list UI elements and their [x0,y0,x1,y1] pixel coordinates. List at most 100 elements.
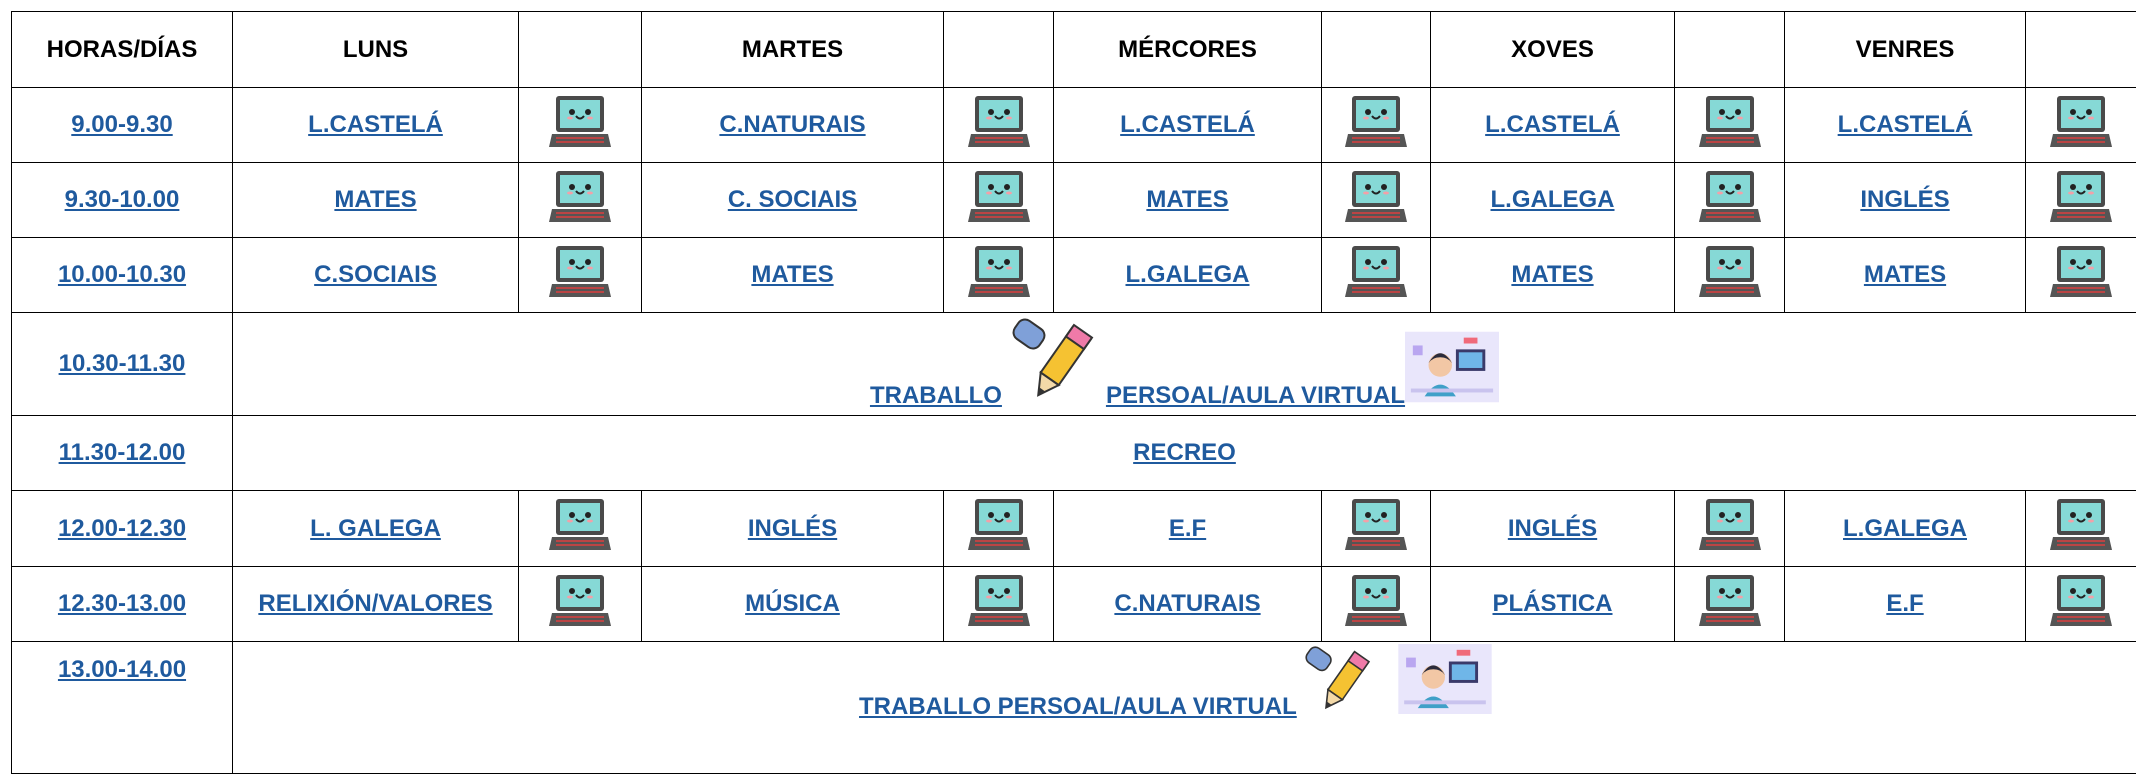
subject-link[interactable]: L.CASTELÁ [308,111,443,138]
subject-cell: L.GALEGA [1785,491,2026,567]
time-link[interactable]: 13.00-14.00 [58,656,186,683]
subject-link[interactable]: C.NATURAIS [1114,590,1260,617]
subject-link[interactable]: C.SOCIAIS [314,261,437,288]
icon-cell [1322,567,1431,642]
subject-cell: L.CASTELÁ [233,88,519,163]
icon-cell [519,491,642,567]
activity-box: TRABALLO PERSOAL/AULA VIRTUAL [233,313,2136,415]
schedule-row: 13.00-14.00 TRABALLO PERSOAL/AULA VIRTUAL [12,642,2136,774]
icon-cell [2026,491,2136,567]
laptop-icon [2049,94,2113,150]
subject-cell: E.F [1785,567,2026,642]
icon-cell [2026,567,2136,642]
subject-link[interactable]: MATES [334,186,416,213]
teacher-image [1380,644,1510,714]
subject-cell: RELIXIÓN/VALORES [233,567,519,642]
activity-cell: TRABALLO PERSOAL/AULA VIRTUAL [233,313,2136,416]
subject-link[interactable]: MÚSICA [745,590,840,617]
subject-cell: INGLÉS [642,491,944,567]
laptop-icon [548,573,612,629]
icon-cell [519,163,642,238]
laptop-icon [548,169,612,225]
subject-cell: C.NATURAIS [642,88,944,163]
subject-link[interactable]: L. GALEGA [310,515,441,542]
time-link[interactable]: 12.30-13.00 [58,590,186,617]
laptop-icon [1698,94,1762,150]
laptop-icon [1698,497,1762,553]
subject-link[interactable]: E.F [1169,515,1206,542]
subject-link[interactable]: INGLÉS [748,515,837,542]
schedule-row: 12.00-12.30 L. GALEGA INGLÉS E.F INGLÉS L.GAL… [12,491,2136,567]
subject-link[interactable]: PLÁSTICA [1493,590,1613,617]
break-link[interactable]: RECREO [1133,439,1236,466]
time-link[interactable]: 10.30-11.30 [59,350,186,377]
subject-link[interactable]: L.GALEGA [1126,261,1250,288]
subject-cell: MATES [1054,163,1322,238]
laptop-icon [548,497,612,553]
subject-cell: INGLÉS [1431,491,1675,567]
day-header: MÉRCORES [1054,12,1322,88]
break-cell: RECREO [233,416,2136,491]
icon-cell [944,238,1054,313]
subject-link[interactable]: E.F [1886,590,1923,617]
day-header: VENRES [1785,12,2026,88]
icon-cell [1675,238,1785,313]
icon-cell [519,567,642,642]
time-cell: 12.00-12.30 [12,491,233,567]
activity-link[interactable]: TRABALLO PERSOAL/AULA VIRTUAL [859,693,1297,720]
subject-link[interactable]: MATES [751,261,833,288]
laptop-icon [1698,169,1762,225]
subject-cell: L. GALEGA [233,491,519,567]
time-cell: 11.30-12.00 [12,416,233,491]
subject-cell: C.SOCIAIS [233,238,519,313]
subject-cell: INGLÉS [1785,163,2026,238]
subject-link[interactable]: RELIXIÓN/VALORES [258,590,492,617]
subject-link[interactable]: INGLÉS [1860,186,1949,213]
time-cell: 13.00-14.00 [12,642,233,774]
subject-cell: L.GALEGA [1054,238,1322,313]
subject-link[interactable]: L.CASTELÁ [1838,111,1973,138]
laptop-icon [967,169,1031,225]
subject-link[interactable]: MATES [1864,261,1946,288]
laptop-icon [967,94,1031,150]
icon-cell [1675,567,1785,642]
time-link[interactable]: 9.30-10.00 [65,186,180,213]
laptop-icon [967,244,1031,300]
subject-cell: C. SOCIAIS [642,163,944,238]
subject-link[interactable]: MATES [1511,261,1593,288]
activity-link[interactable]: TRABALLO [870,382,1002,409]
time-link[interactable]: 11.30-12.00 [59,439,186,466]
time-link[interactable]: 9.00-9.30 [71,111,172,138]
subject-link[interactable]: L.GALEGA [1491,186,1615,213]
schedule-row: 12.30-13.00 RELIXIÓN/VALORES MÚSICA C.NATUR… [12,567,2136,642]
subject-link[interactable]: L.CASTELÁ [1120,111,1255,138]
subject-link[interactable]: C. SOCIAIS [728,186,857,213]
icon-cell [1675,491,1785,567]
laptop-icon [548,94,612,150]
icon-cell [2026,88,2136,163]
time-link[interactable]: 10.00-10.30 [58,261,186,288]
laptop-icon [1344,573,1408,629]
activity-link[interactable]: PERSOAL/AULA VIRTUAL [1106,382,1405,409]
empty-header-cell [1322,12,1431,88]
icon-cell [519,238,642,313]
subject-cell: L.CASTELÁ [1054,88,1322,163]
laptop-icon [1344,94,1408,150]
schedule-row: 9.00-9.30 L.CASTELÁ C.NATURAIS L.CASTELÁ L.C… [12,88,2136,163]
subject-cell: L.GALEGA [1431,163,1675,238]
icon-cell [1675,88,1785,163]
subject-link[interactable]: C.NATURAIS [719,111,865,138]
time-link[interactable]: 12.00-12.30 [58,515,186,542]
activity-cell: TRABALLO PERSOAL/AULA VIRTUAL [233,642,2136,774]
subject-link[interactable]: INGLÉS [1508,515,1597,542]
subject-link[interactable]: L.GALEGA [1843,515,1967,542]
empty-header-cell [2026,12,2136,88]
subject-link[interactable]: MATES [1146,186,1228,213]
empty-header-cell [944,12,1054,88]
laptop-icon [2049,244,2113,300]
subject-link[interactable]: L.CASTELÁ [1485,111,1620,138]
